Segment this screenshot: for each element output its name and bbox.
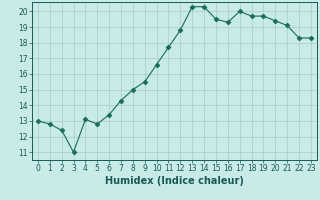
X-axis label: Humidex (Indice chaleur): Humidex (Indice chaleur) — [105, 176, 244, 186]
